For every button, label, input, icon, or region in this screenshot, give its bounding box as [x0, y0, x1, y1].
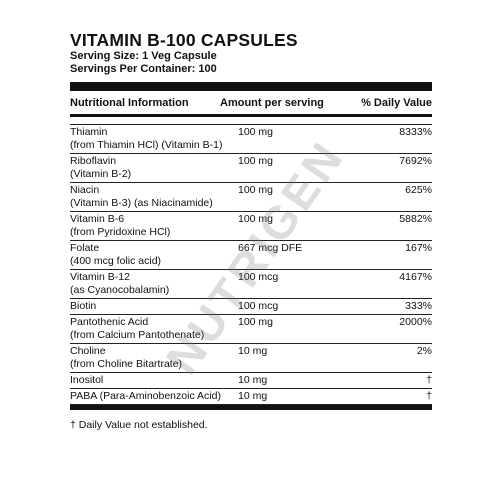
nutrient-name-cell: Riboflavin (Vitamin B-2)	[70, 155, 238, 181]
table-header: Nutritional Information Amount per servi…	[70, 91, 432, 112]
nutrient-name: Thiamin	[70, 126, 108, 138]
nutrient-name: Niacin	[70, 184, 100, 196]
bottom-divider	[70, 405, 432, 410]
amount-cell: 10 mg	[238, 374, 268, 386]
nutrient-name: PABA (Para-Aminobenzoic Acid)	[70, 390, 221, 402]
nutrient-source: (Vitamin B-2)	[70, 168, 132, 180]
table-row: Thiamin (from Thiamin HCl) (Vitamin B-1) 1…	[70, 124, 432, 154]
amount-cell: 667 mcg DFE	[238, 242, 303, 254]
thick-divider	[70, 82, 432, 91]
nutrient-name: Vitamin B-6	[70, 213, 125, 225]
nutrient-source: (from Calcium Pantothenate)	[70, 329, 205, 341]
nutrient-name-cell: Inositol	[70, 374, 238, 387]
table-row: Vitamin B-12 (as Cyanocobalamin) 100 mcg 41…	[70, 270, 432, 299]
serving-size: Serving Size: 1 Veg Capsule	[70, 50, 217, 62]
daily-value-cell: 333%	[405, 300, 432, 312]
label-title: VITAMIN B-100 CAPSULES	[70, 30, 298, 50]
nutrient-name-cell: Choline (from Choline Bitartrate)	[70, 345, 238, 371]
nutrient-name: Riboflavin	[70, 155, 117, 167]
daily-value-cell: 4167%	[399, 271, 432, 283]
nutrient-name-cell: PABA (Para-Aminobenzoic Acid)	[70, 390, 238, 403]
daily-value-cell: 167%	[405, 242, 432, 254]
nutrient-name-cell: Biotin	[70, 300, 238, 313]
table-row: Choline (from Choline Bitartrate) 10 mg 2%	[70, 344, 432, 373]
daily-value-cell: 2%	[416, 345, 432, 357]
nutrient-source: (from Pyridoxine HCl)	[70, 226, 171, 238]
amount-cell: 100 mg	[238, 155, 274, 167]
nutrient-name-cell: Niacin (Vitamin B-3) (as Niacinamide)	[70, 184, 238, 210]
nutrient-name: Biotin	[70, 300, 97, 312]
daily-value-cell: 5882%	[399, 213, 432, 225]
amount-cell: 100 mcg	[238, 271, 279, 283]
amount-cell: 100 mg	[238, 126, 274, 138]
supplement-facts-panel: VITAMIN B-100 CAPSULES Serving Size: 1 V…	[70, 30, 432, 431]
table-row: Riboflavin (Vitamin B-2) 100 mg 7692%	[70, 154, 432, 183]
amount-cell: 100 mcg	[238, 300, 279, 312]
nutrient-source: (from Thiamin HCl) (Vitamin B-1)	[70, 139, 223, 151]
nutrient-name-cell: Thiamin (from Thiamin HCl) (Vitamin B-1)	[70, 126, 238, 152]
table-row: Folate (400 mcg folic acid) 667 mcg DFE 167…	[70, 241, 432, 270]
nutrient-name: Pantothenic Acid	[70, 316, 149, 328]
daily-value-cell: 2000%	[399, 316, 432, 328]
nutrient-name: Folate	[70, 242, 100, 254]
nutrient-source: (as Cyanocobalamin)	[70, 284, 170, 296]
nutrient-name-cell: Vitamin B-6 (from Pyridoxine HCl)	[70, 213, 238, 239]
header-divider	[70, 114, 432, 117]
daily-value-cell: 7692%	[399, 155, 432, 167]
table-row: Pantothenic Acid (from Calcium Pantothena…	[70, 315, 432, 344]
nutrient-name-cell: Pantothenic Acid (from Calcium Pantothena…	[70, 316, 238, 342]
nutrient-source: (Vitamin B-3) (as Niacinamide)	[70, 197, 213, 209]
amount-cell: 100 mg	[238, 213, 274, 225]
daily-value-cell: 625%	[405, 184, 432, 196]
nutrient-name: Choline	[70, 345, 106, 357]
column-header-nutrient: Nutritional Information	[70, 96, 189, 109]
table-row: Biotin 100 mcg 333%	[70, 299, 432, 315]
footnote: † Daily Value not established.	[70, 419, 208, 431]
amount-cell: 100 mg	[238, 184, 274, 196]
table-row: Vitamin B-6 (from Pyridoxine HCl) 100 mg 58…	[70, 212, 432, 241]
nutrient-name-cell: Folate (400 mcg folic acid)	[70, 242, 238, 268]
nutrient-source: (400 mcg folic acid)	[70, 255, 162, 267]
amount-cell: 10 mg	[238, 345, 268, 357]
nutrient-source: (from Choline Bitartrate)	[70, 358, 183, 370]
daily-value-cell: †	[426, 390, 432, 402]
table-row: Inositol 10 mg †	[70, 373, 432, 389]
amount-cell: 10 mg	[238, 390, 268, 402]
servings-per-container: Servings Per Container: 100	[70, 63, 217, 75]
nutrient-table: Thiamin (from Thiamin HCl) (Vitamin B-1) 1…	[70, 124, 432, 405]
daily-value-cell: †	[426, 374, 432, 386]
nutrient-name: Inositol	[70, 374, 104, 386]
column-header-dv: % Daily Value	[361, 96, 432, 109]
table-row: PABA (Para-Aminobenzoic Acid) 10 mg †	[70, 389, 432, 405]
daily-value-cell: 8333%	[399, 126, 432, 138]
column-header-amount: Amount per serving	[220, 96, 324, 109]
nutrient-name: Vitamin B-12	[70, 271, 130, 283]
amount-cell: 100 mg	[238, 316, 274, 328]
table-row: Niacin (Vitamin B-3) (as Niacinamide) 100 …	[70, 183, 432, 212]
nutrient-name-cell: Vitamin B-12 (as Cyanocobalamin)	[70, 271, 238, 297]
